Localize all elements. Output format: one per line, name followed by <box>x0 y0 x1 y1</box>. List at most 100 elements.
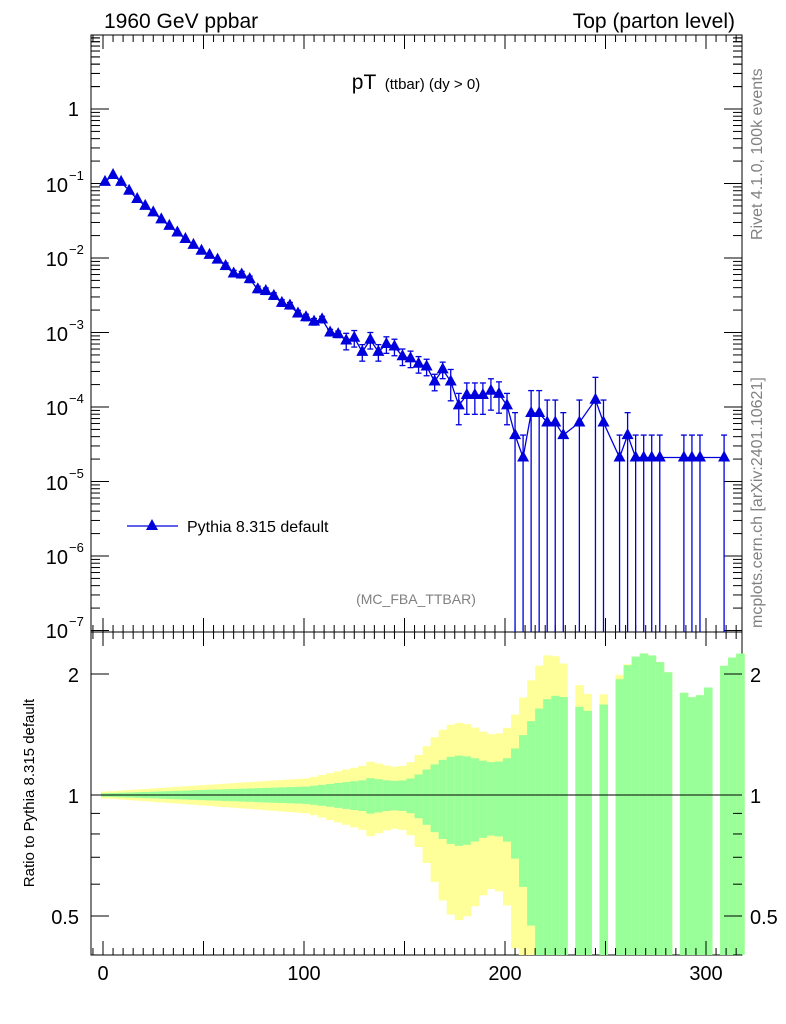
data-point <box>452 398 465 410</box>
data-point <box>291 306 304 318</box>
ratio-band-green <box>478 760 488 838</box>
data-point <box>324 325 337 337</box>
header-right: Top (parton level) <box>573 10 735 33</box>
ratio-band-green <box>631 656 641 955</box>
data-point <box>476 387 489 399</box>
data-point <box>211 252 224 264</box>
ytick-base: 10 <box>46 324 68 346</box>
xtick-label-200: 200 <box>488 963 521 985</box>
data-point <box>316 312 329 324</box>
ytick-label-1e-6: 10 <box>46 547 68 569</box>
data-point <box>243 272 256 284</box>
ratio-band-green <box>639 653 649 955</box>
data-point <box>557 428 570 440</box>
ratio-band-green <box>519 735 528 887</box>
ratio-band-green <box>390 780 399 811</box>
data-point <box>187 237 200 249</box>
source-label: mcplots.cern.ch [arXiv:2401.10621] <box>749 377 766 628</box>
data-point <box>718 450 731 462</box>
data-point <box>509 428 522 440</box>
ytick-exp-1e-1: −1 <box>69 168 84 183</box>
data-point <box>468 387 481 399</box>
data-point <box>235 267 248 279</box>
ratio-band-green <box>422 769 432 825</box>
ratio-band-green <box>695 695 705 955</box>
data-point <box>139 198 152 210</box>
ratio-ytick-right-2: 2 <box>750 665 761 687</box>
axis-ticks <box>91 35 742 956</box>
ratio-band-green <box>398 780 408 811</box>
data-point <box>693 450 706 462</box>
ratio-band-green <box>438 759 448 839</box>
data-point <box>549 415 562 427</box>
ytick-label-1e-5: 10 <box>46 473 68 495</box>
ratio-band-green <box>454 755 464 846</box>
data-point <box>227 266 240 278</box>
data-point <box>525 406 538 418</box>
legend-marker <box>146 519 158 530</box>
data-point <box>251 282 264 294</box>
data-point <box>195 243 208 255</box>
ratio-band-green <box>559 697 568 955</box>
ratio-band-green <box>511 748 520 859</box>
data-point <box>396 349 409 361</box>
data-point <box>163 218 176 230</box>
ratio-band-green <box>583 710 592 955</box>
data-point <box>131 191 144 203</box>
data-point <box>533 406 546 418</box>
data-point <box>621 428 634 440</box>
ratio-band-green <box>575 706 584 955</box>
ratio-band-green <box>655 662 665 955</box>
data-point <box>404 351 417 363</box>
ratio-band-green <box>446 756 456 844</box>
data-point <box>685 450 698 462</box>
series-line <box>104 174 725 460</box>
ratio-band-green <box>551 695 560 955</box>
main-y-tick-labels: 1 10 −1 10 −2 10 −3 10 −4 10 −5 10 −6 10… <box>46 99 84 643</box>
ratio-band-green <box>382 780 391 812</box>
data-point <box>637 450 650 462</box>
data-point <box>107 168 120 180</box>
ratio-band-green <box>535 708 544 955</box>
ratio-band-green <box>736 653 745 955</box>
data-point <box>275 295 288 307</box>
ratio-band-green <box>342 782 351 809</box>
ytick-exp-1e-4: −4 <box>69 391 84 406</box>
data-point <box>492 386 505 398</box>
ytick-exp-1e-2: −2 <box>69 242 84 257</box>
data-point <box>219 259 232 271</box>
data-point <box>645 450 658 462</box>
ratio-y-axis-label: Ratio to Pythia 8.315 default <box>21 698 38 887</box>
data-point <box>155 212 168 224</box>
data-point <box>677 450 690 462</box>
ytick-exp-1e-7: −7 <box>69 614 84 629</box>
data-point <box>484 383 497 395</box>
legend-label: Pythia 8.315 default <box>187 519 329 536</box>
ytick-label-1e-1: 10 <box>46 175 68 197</box>
ytick-base: 10 <box>46 473 68 495</box>
data-point <box>589 392 602 404</box>
data-point <box>573 415 586 427</box>
data-point <box>613 450 626 462</box>
data-point <box>356 344 369 356</box>
data-point <box>597 415 610 427</box>
data-point <box>283 298 296 310</box>
data-point <box>340 333 353 345</box>
xtick-label-300: 300 <box>689 963 722 985</box>
ytick-label-1: 1 <box>68 99 79 121</box>
data-point <box>460 387 473 399</box>
ytick-base: 10 <box>46 621 68 643</box>
data-point <box>541 415 554 427</box>
data-point <box>300 310 313 322</box>
data-point <box>629 450 642 462</box>
data-point <box>428 374 441 386</box>
ratio-band-green <box>374 779 383 813</box>
data-point <box>171 225 184 237</box>
data-point <box>332 327 345 339</box>
series-pythia <box>99 168 731 632</box>
ytick-exp-1e-5: −5 <box>69 466 84 481</box>
plot-title-main: pT <box>352 71 377 94</box>
data-point <box>348 330 361 342</box>
data-point <box>364 332 377 344</box>
ratio-band-green <box>462 756 472 845</box>
